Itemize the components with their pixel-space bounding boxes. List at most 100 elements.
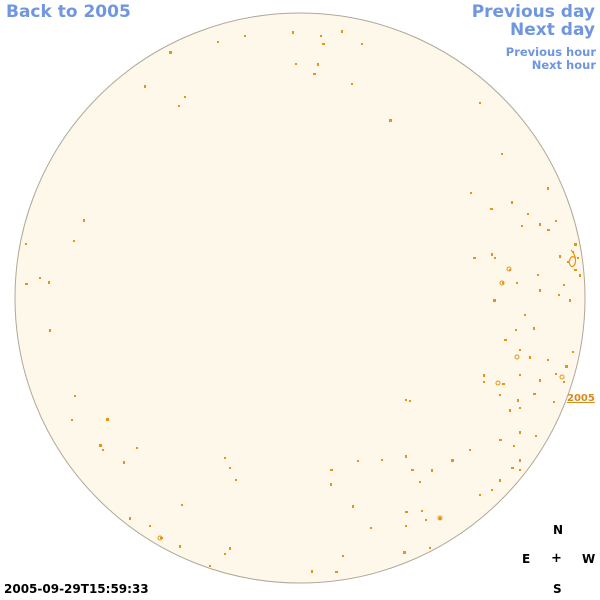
sunspot-marker [553, 401, 555, 403]
sunspot-marker [429, 547, 431, 549]
sunspot-marker [547, 359, 549, 361]
sunspot-marker [295, 63, 297, 65]
sunspot-marker [411, 469, 414, 471]
sunspot-marker [577, 257, 579, 259]
sunspot-marker [529, 356, 531, 359]
sunspot-marker [405, 399, 407, 401]
sunspot-marker [217, 41, 219, 43]
sunspot-marker [547, 229, 550, 231]
sunspot-marker [39, 277, 41, 279]
sunspot-marker [509, 269, 511, 271]
sunspot-marker [513, 445, 515, 447]
sunspot-marker [558, 294, 560, 296]
sunspot-marker [563, 381, 565, 383]
sunspot-marker [470, 192, 472, 194]
compass-east: E [522, 552, 531, 566]
sunspot-marker [184, 96, 186, 98]
sunspot-marker [235, 479, 237, 481]
sunspot-marker [567, 261, 569, 263]
sunspot-marker [494, 257, 496, 259]
sunspot-marker [181, 504, 183, 506]
sunspot-marker [136, 447, 138, 449]
sunspot-marker [569, 299, 571, 302]
sunspot-marker [547, 187, 549, 190]
sunspot-marker [421, 510, 423, 512]
sunspot-marker [431, 469, 433, 472]
sunspot-marker [405, 511, 408, 513]
sunspot-marker [169, 51, 172, 54]
sunspot-marker [129, 517, 131, 520]
sunspot-marker [511, 201, 513, 204]
sunspot-marker [71, 419, 73, 421]
compass-south: S [553, 582, 562, 596]
sunspot-marker [502, 383, 505, 385]
previous-hour-link[interactable]: Previous hour [505, 45, 596, 59]
sunspot-marker [519, 431, 521, 434]
sunspot-marker [335, 571, 338, 573]
sunspot-marker [565, 365, 568, 368]
sunspot-marker [490, 208, 493, 210]
sunspot-marker [83, 219, 85, 222]
sunspot-marker [539, 289, 541, 292]
sunspot-marker [48, 281, 50, 284]
sunspot-marker [229, 467, 231, 469]
sunspot-marker [491, 489, 493, 491]
sunspot-marker [73, 240, 75, 242]
sunspot-marker [521, 225, 523, 227]
sunspot-marker [517, 399, 519, 402]
sunspot-marker [563, 284, 565, 286]
sunspot-marker [539, 379, 541, 382]
sunspot-marker [572, 351, 574, 353]
sunspot-marker [506, 266, 512, 272]
sunspot-marker [527, 213, 529, 215]
sunspot-marker [224, 553, 226, 555]
sunspot-marker [499, 479, 501, 482]
sunspot-marker [514, 354, 520, 360]
sunspot-marker [405, 455, 407, 458]
sunspot-marker [311, 570, 313, 573]
sunspot-marker [516, 282, 518, 284]
sunspot-marker [559, 374, 565, 380]
sunspot-marker [320, 35, 322, 37]
sunspot-marker [495, 380, 501, 386]
sunspot-marker [409, 400, 411, 402]
compass-north: N [553, 523, 564, 537]
sunspot-marker [330, 469, 333, 471]
sunspot-marker [473, 257, 476, 259]
sunspot-marker [515, 329, 517, 331]
sunspot-marker [123, 461, 125, 464]
observation-timestamp: 2005-09-29T15:59:33 [4, 582, 149, 596]
sunspot-marker [509, 409, 511, 412]
sunspot-marker [357, 460, 359, 462]
sunspot-marker [209, 565, 211, 567]
sunspot-marker [491, 253, 493, 256]
sunspot-marker [519, 349, 521, 351]
sunspot-marker [479, 494, 481, 496]
sunspot-marker [157, 535, 163, 541]
next-hour-link[interactable]: Next hour [531, 58, 596, 72]
sunspot-marker [559, 255, 561, 258]
sunspot-marker [519, 459, 521, 462]
sunspot-marker [317, 63, 319, 66]
next-day-link[interactable]: Next day [510, 20, 595, 40]
sunspot-marker [229, 547, 231, 550]
sunspot-marker [244, 35, 246, 37]
sunspot-marker [501, 153, 503, 155]
sunspot-marker [25, 283, 28, 285]
sunspot-marker [352, 505, 354, 508]
sunspot-marker [179, 545, 181, 548]
sunspot-marker [504, 339, 507, 341]
sunspot-marker [479, 102, 481, 104]
back-to-year-link[interactable]: Back to 2005 [6, 2, 131, 22]
active-region-link[interactable]: 2005 [567, 393, 595, 404]
compass-center-icon: + [551, 551, 562, 566]
sunspot-marker [502, 282, 504, 284]
sunspot-marker [555, 220, 557, 222]
sunspot-marker [419, 481, 421, 483]
sunspot-marker [493, 299, 496, 302]
sunspot-marker [469, 449, 471, 451]
previous-day-link[interactable]: Previous day [471, 2, 595, 22]
sunspot-marker [483, 381, 485, 383]
sunspot-marker [519, 374, 521, 376]
